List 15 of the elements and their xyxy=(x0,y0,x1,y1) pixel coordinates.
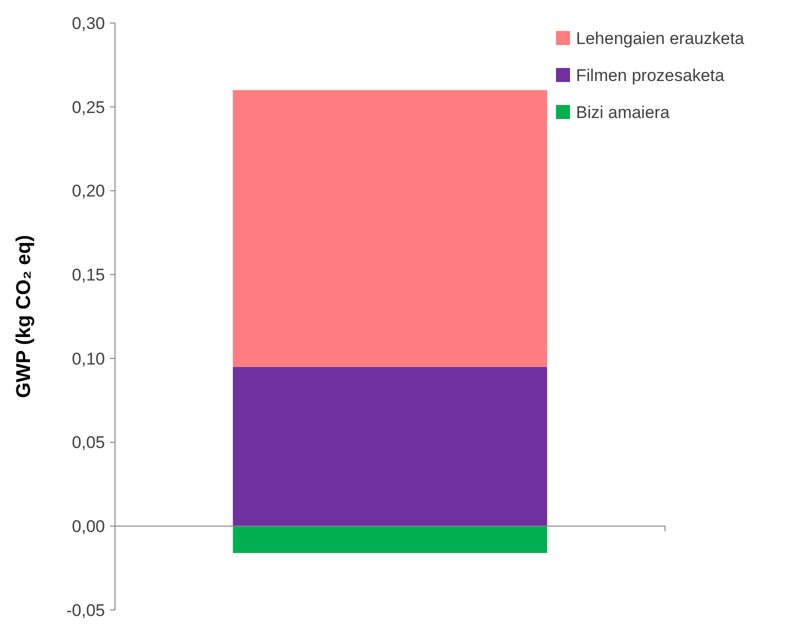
y-tick-label: 0,20 xyxy=(72,182,105,201)
y-tick-label: -0,05 xyxy=(66,600,105,620)
bar xyxy=(232,366,548,526)
legend-label: Lehengaien erauzketa xyxy=(576,28,745,48)
y-tick-label: 0,15 xyxy=(72,266,105,285)
y-tick-label: 0,25 xyxy=(72,98,105,117)
legend-label: Filmen prozesaketa xyxy=(576,66,725,85)
y-tick-label: 0,30 xyxy=(72,14,105,33)
legend-label: Bizi amaiera xyxy=(576,102,670,122)
y-tick-label: 0,10 xyxy=(72,349,105,368)
bar xyxy=(232,90,548,367)
y-axis-title: GWP (kg CO₂ eq) xyxy=(13,235,35,398)
y-tick-label: 0,05 xyxy=(72,433,105,452)
bar xyxy=(232,526,548,553)
y-tick-label: 0,00 xyxy=(72,517,105,536)
